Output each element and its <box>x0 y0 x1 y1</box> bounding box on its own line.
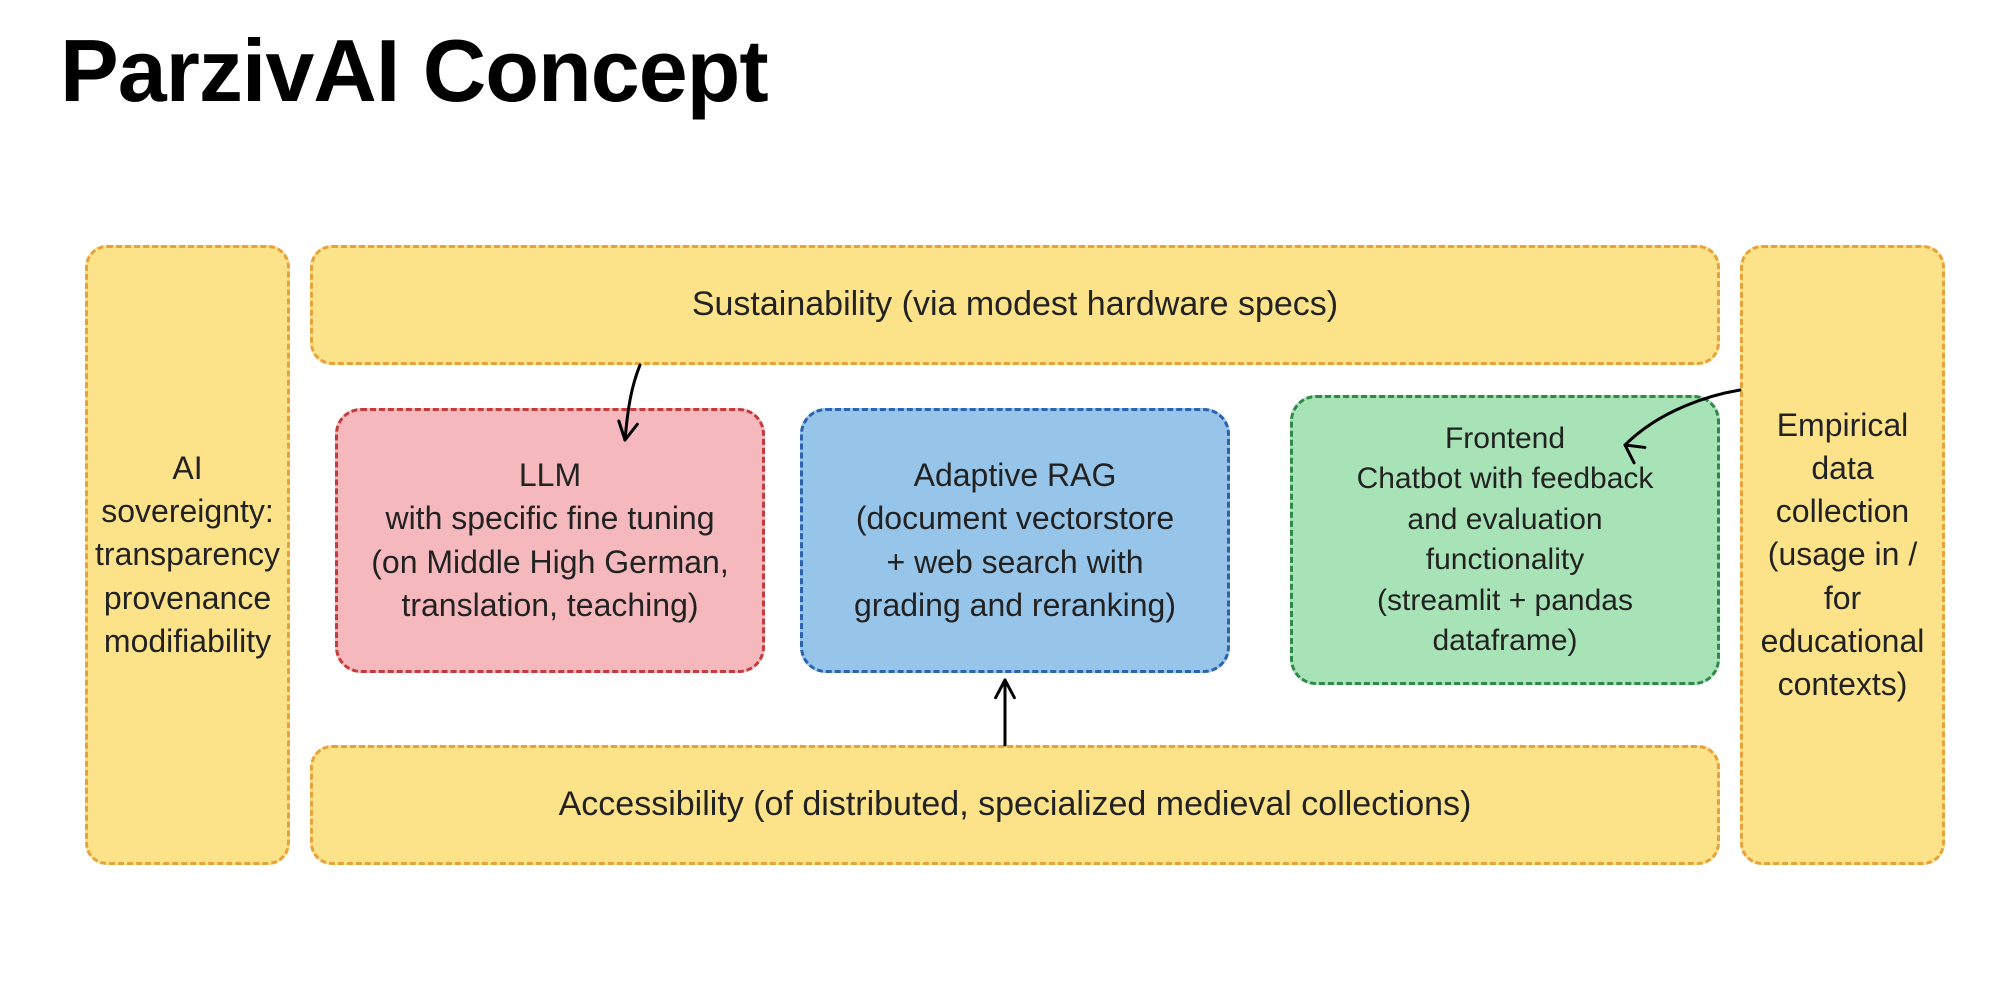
box-sustainability: Sustainability (via modest hardware spec… <box>310 245 1720 365</box>
box-empirical-data-text: Empirical data collection (usage in / fo… <box>1761 404 1925 706</box>
box-frontend-text: Frontend Chatbot with feedback and evalu… <box>1357 419 1654 662</box>
box-ai-sovereignty-text: AI sovereignty: transparency provenance … <box>95 447 280 663</box>
box-frontend: Frontend Chatbot with feedback and evalu… <box>1290 395 1720 685</box>
box-empirical-data: Empirical data collection (usage in / fo… <box>1740 245 1945 865</box>
box-accessibility-text: Accessibility (of distributed, specializ… <box>559 782 1472 828</box>
diagram-canvas: ParzivAI Concept AI sovereignty: transpa… <box>0 0 2000 989</box>
box-adaptive-rag-text: Adaptive RAG (document vectorstore + web… <box>854 454 1176 627</box>
box-llm-text: LLM with specific fine tuning (on Middle… <box>371 454 728 627</box>
page-title: ParzivAI Concept <box>60 20 768 122</box>
box-ai-sovereignty: AI sovereignty: transparency provenance … <box>85 245 290 865</box>
box-llm: LLM with specific fine tuning (on Middle… <box>335 408 765 673</box>
box-sustainability-text: Sustainability (via modest hardware spec… <box>692 282 1338 328</box>
box-adaptive-rag: Adaptive RAG (document vectorstore + web… <box>800 408 1230 673</box>
box-accessibility: Accessibility (of distributed, specializ… <box>310 745 1720 865</box>
arrow-accessibility-to-rag <box>996 680 1015 745</box>
